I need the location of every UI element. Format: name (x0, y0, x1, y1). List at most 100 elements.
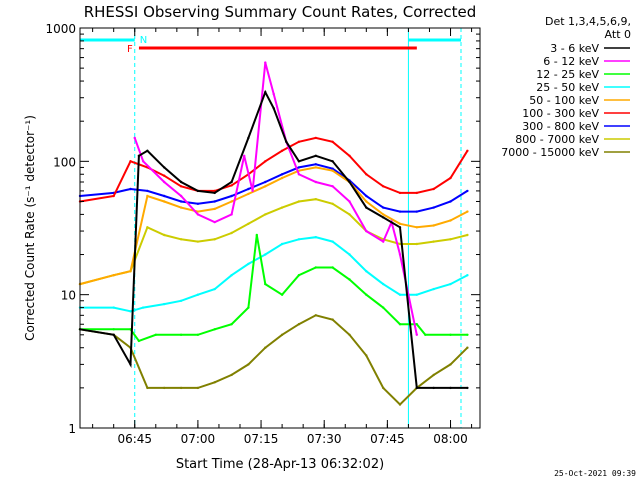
flags-layer: NF (80, 28, 462, 428)
data-point-6-12-kev (365, 229, 368, 233)
data-point-6-12-kev (348, 200, 351, 203)
data-point-25-50-kev (230, 274, 233, 277)
data-point-50-100-kev (247, 192, 250, 196)
data-point-7000-15000-kev (297, 323, 301, 326)
data-point-6-12-kev (398, 253, 402, 256)
data-point-12-25-kev (230, 323, 233, 326)
data-point-12-25-kev (255, 233, 258, 237)
data-point-25-50-kev (163, 302, 166, 306)
data-point-50-100-kev (449, 219, 452, 222)
data-point-6-12-kev (251, 189, 254, 193)
data-point-300-800-kev (449, 200, 452, 203)
data-point-6-12-kev (179, 194, 183, 198)
data-point-100-300-kev (129, 160, 132, 163)
data-point-3-6-kev (466, 386, 469, 390)
data-point-100-300-kev (264, 160, 267, 163)
data-point-300-800-kev (466, 189, 469, 193)
data-point-800-7000-kev (196, 240, 200, 243)
generation-timestamp: 25-Oct-2021 09:39 (554, 469, 636, 478)
data-point-3-6-kev (272, 107, 275, 110)
data-point-12-25-kev (398, 323, 402, 326)
data-point-7000-15000-kev (146, 386, 149, 390)
data-point-800-7000-kev (398, 242, 402, 246)
data-point-800-7000-kev (415, 242, 418, 246)
x-tick-label: 08:00 (433, 432, 468, 446)
data-point-25-50-kev (314, 236, 317, 239)
data-point-12-25-kev (365, 293, 368, 296)
data-point-3-6-kev (432, 386, 435, 390)
x-tick-label: 07:15 (244, 432, 279, 446)
data-point-300-800-kev (213, 200, 216, 203)
legend-label-7000-15000-kev: 7000 - 15000 keV (501, 146, 599, 159)
data-point-50-100-kev (146, 194, 149, 198)
data-point-800-7000-kev (179, 238, 183, 241)
flag-f-label: F (127, 44, 133, 55)
data-point-12-25-kev (213, 328, 216, 331)
data-point-100-300-kev (449, 176, 452, 180)
data-point-7000-15000-kev (466, 346, 469, 349)
data-point-800-7000-kev (280, 206, 284, 209)
data-point-100-300-kev (297, 140, 301, 143)
data-point-3-6-kev (398, 226, 402, 229)
data-point-300-800-kev (365, 194, 368, 198)
data-point-50-100-kev (415, 226, 418, 229)
data-point-50-100-kev (280, 176, 284, 180)
data-point-7000-15000-kev (365, 354, 368, 357)
data-point-7000-15000-kev (230, 373, 233, 377)
data-point-7000-15000-kev (179, 386, 183, 390)
x-tick-label: 07:45 (370, 432, 405, 446)
data-point-12-25-kev (382, 306, 385, 309)
data-point-100-300-kev (466, 149, 469, 152)
data-point-300-800-kev (146, 189, 149, 193)
data-point-7000-15000-kev (398, 403, 402, 406)
data-point-3-6-kev (230, 180, 233, 184)
data-point-7000-15000-kev (382, 386, 385, 390)
data-point-6-12-kev (297, 173, 301, 176)
data-point-3-6-kev (196, 189, 200, 193)
data-point-7000-15000-kev (264, 346, 267, 349)
data-point-7000-15000-kev (314, 314, 317, 317)
data-point-100-300-kev (280, 149, 284, 152)
x-tick-label: 06:45 (117, 432, 152, 446)
legend-label-25-50-kev: 25 - 50 keV (536, 81, 599, 94)
data-point-50-100-kev (382, 213, 385, 216)
data-point-3-6-kev (285, 140, 288, 143)
data-point-100-300-kev (112, 194, 115, 198)
data-point-3-6-kev (213, 191, 216, 195)
data-point-300-800-kev (129, 187, 132, 191)
data-point-7000-15000-kev (348, 333, 351, 336)
data-point-100-300-kev (314, 136, 317, 140)
data-point-50-100-kev (365, 200, 368, 203)
data-point-12-25-kev (331, 266, 334, 269)
data-point-12-25-kev (112, 328, 115, 331)
data-point-25-50-kev (432, 287, 435, 291)
data-point-7000-15000-kev (331, 318, 334, 321)
data-point-6-12-kev (314, 180, 317, 184)
data-point-25-50-kev (365, 270, 368, 273)
data-point-100-300-kev (163, 174, 166, 177)
data-point-50-100-kev (398, 222, 402, 225)
data-point-300-800-kev (230, 194, 233, 198)
legend-label-300-800-kev: 300 - 800 keV (522, 120, 599, 133)
data-point-25-50-kev (112, 306, 115, 309)
data-point-800-7000-kev (264, 213, 267, 216)
legend-label-6-12-kev: 6 - 12 keV (543, 55, 599, 68)
plot-area: NF 06:45 07:00 07:15 07:30 07:45 08:00 1 10 100… (45, 22, 481, 446)
data-point-6-12-kev (213, 220, 216, 224)
legend-label-12-25-kev: 12 - 25 keV (536, 68, 599, 81)
data-point-3-6-kev (449, 386, 452, 390)
y-axis-ticks: 1 10 100 1000 (45, 22, 480, 436)
data-point-50-100-kev (230, 200, 233, 203)
data-point-25-50-kev (129, 310, 132, 313)
data-point-50-100-kev (163, 200, 166, 203)
data-point-800-7000-kev (331, 202, 334, 205)
data-point-50-100-kev (264, 185, 267, 188)
y-tick-label: 100 (53, 155, 76, 169)
data-point-25-50-kev (264, 253, 267, 256)
x-axis-ticks: 06:45 07:00 07:15 07:30 07:45 08:00 (92, 28, 473, 446)
data-point-300-800-kev (432, 206, 435, 209)
data-point-25-50-kev (196, 293, 200, 296)
data-point-100-300-kev (432, 187, 435, 191)
data-point-3-6-kev (146, 149, 149, 152)
